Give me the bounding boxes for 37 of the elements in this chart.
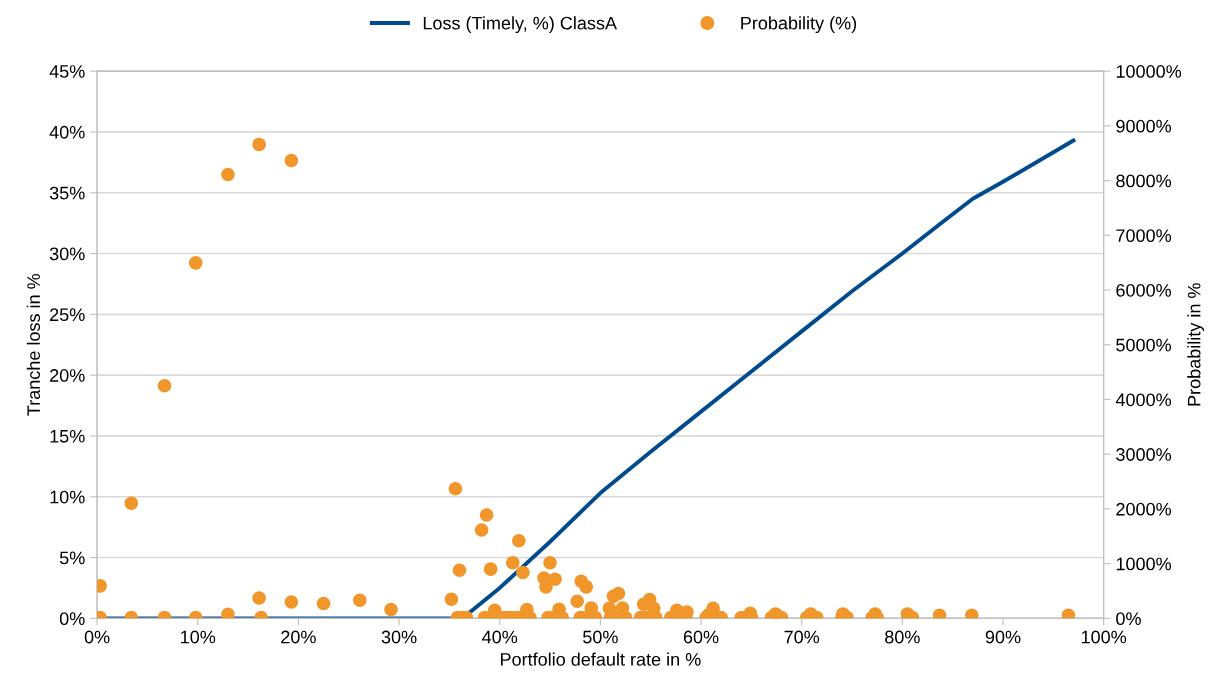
- y-tick-label: 5%: [59, 551, 85, 565]
- x-tick-label: 10%: [181, 630, 216, 644]
- x-tick-label: 80%: [885, 630, 920, 644]
- y-tick-label: 45%: [49, 65, 85, 78]
- y2-tick-label: 2000%: [1116, 502, 1172, 516]
- x-axis-title: Portfolio default rate in %: [500, 652, 701, 666]
- x-tick-label: 30%: [381, 630, 417, 644]
- x-tick-label: 40%: [482, 630, 518, 644]
- y-tick-label: 40%: [49, 125, 85, 139]
- y2-tick-label: 3000%: [1116, 448, 1172, 461]
- x-tick-label: 70%: [784, 630, 820, 644]
- y2-tick-label: 1000%: [1116, 557, 1172, 571]
- y2-tick-label: 5000%: [1116, 338, 1172, 352]
- y-tick-label: 10%: [50, 490, 85, 504]
- y2-tick-label: 10000%: [1116, 65, 1182, 78]
- x-tick-label: 0%: [84, 630, 110, 644]
- x-tick-label: 90%: [985, 630, 1021, 644]
- y2-tick-label: 4000%: [1115, 393, 1172, 407]
- x-tick-label: 100%: [1081, 630, 1127, 644]
- x-tick-label: 50%: [583, 630, 618, 644]
- y-tick-label: 25%: [50, 308, 85, 322]
- y-axis-title: Tranche loss in %: [26, 273, 41, 416]
- y-tick-label: 0%: [59, 612, 85, 626]
- x-tick-label: 20%: [281, 630, 316, 644]
- y-tick-label: 20%: [50, 369, 85, 382]
- y2-tick-label: 8000%: [1116, 174, 1172, 188]
- legend-label: Probability (%): [741, 16, 857, 34]
- y2-tick-label: 9000%: [1116, 119, 1172, 133]
- y2-tick-label: 6000%: [1116, 283, 1172, 297]
- legend-label: Loss (Timely, %) ClassA: [423, 16, 617, 34]
- x-tick-label: 60%: [683, 630, 719, 644]
- y2-axis-title: Probability in %: [1187, 283, 1205, 406]
- y-tick-label: 15%: [50, 429, 85, 443]
- y-tick-label: 30%: [49, 247, 85, 261]
- y-tick-label: 35%: [49, 186, 85, 200]
- y2-tick-label: 0%: [1116, 612, 1141, 626]
- y2-tick-label: 7000%: [1116, 229, 1172, 243]
